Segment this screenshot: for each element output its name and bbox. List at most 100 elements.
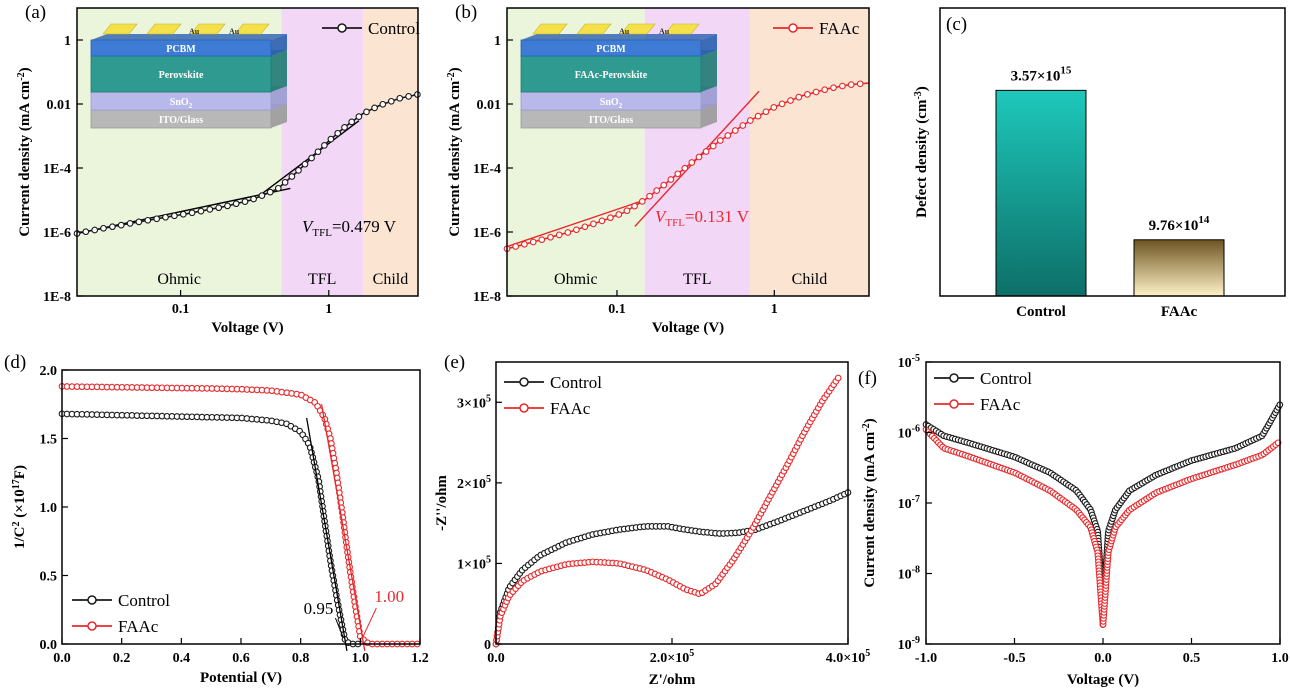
pb-series-point-34 bbox=[770, 104, 778, 111]
pf-xtick-label-3: 0.5 bbox=[1183, 651, 1201, 666]
pb-series-point-10 bbox=[590, 220, 597, 228]
pa-series-point-5 bbox=[117, 221, 125, 229]
pb-inset-electrode-0 bbox=[532, 23, 568, 35]
pc-xtick-label-1: FAAc bbox=[1161, 304, 1198, 320]
pa-series-point-24 bbox=[281, 179, 289, 186]
pc-value-label-1-part-0: 9.76×10 bbox=[1149, 218, 1199, 234]
pb-series-point-21 bbox=[674, 170, 682, 178]
pa-ylabel-part-2: ) bbox=[17, 67, 33, 72]
pa-inset-layer-side-2 bbox=[271, 50, 287, 92]
pf-ytick-label-1: 10-8 bbox=[898, 565, 920, 583]
pc-ylabel: Defect density (cm-3) bbox=[913, 86, 930, 218]
pb-series-point-9 bbox=[581, 223, 589, 231]
pc-frame bbox=[939, 7, 1286, 297]
pb-inset-au-2: Au bbox=[659, 27, 670, 36]
pb-inset-layer-2 bbox=[520, 55, 702, 93]
pd-xtick-label-2: 0.4 bbox=[173, 651, 191, 666]
pf-ylabel-part-2: ) bbox=[862, 418, 878, 423]
pa-xlabel: Voltage (V) bbox=[211, 320, 283, 336]
pb-series-point-33 bbox=[762, 108, 770, 116]
pa-series-point-34 bbox=[348, 118, 356, 126]
pd-ytick-label-1: 0.5 bbox=[40, 570, 58, 585]
pa-series-point-1 bbox=[82, 228, 90, 236]
pa-series-point-27 bbox=[301, 160, 309, 168]
panel-b: Ohmic TFL Child ITO/Glass SnO2 FAAc-Perovskit… bbox=[446, 2, 870, 336]
pb-vtfl-part-2: =0.131 V bbox=[685, 207, 750, 226]
pf-ytick-label-2-part-0: 10 bbox=[898, 497, 912, 512]
pa-ytick-label-0: 1E-8 bbox=[43, 290, 71, 305]
panel-d: 0.0 0.2 0.4 0.6 0.8 1.0 1.2 0.0 0.5 1.0 1.5 2.0 Pote… bbox=[4, 352, 429, 686]
pa-inset-layer-label-2: Perovskite bbox=[159, 70, 204, 81]
pb-vtfl: VTFL=0.131 V bbox=[655, 207, 750, 229]
pa-series-point-2 bbox=[91, 226, 99, 234]
pe-legend-1-marker bbox=[519, 403, 529, 413]
pa-series-point-23 bbox=[274, 184, 282, 192]
pa-vtfl-part-2: =0.479 V bbox=[332, 217, 397, 236]
pe-ytick-label-1-part-1: 5 bbox=[486, 554, 491, 565]
pc-tag: (c) bbox=[946, 14, 967, 35]
pb-ytick-label-2: 1E-4 bbox=[473, 162, 501, 177]
pb-tag: (b) bbox=[455, 2, 477, 23]
pf-xlabel: Voltage (V) bbox=[1067, 672, 1139, 688]
pf-xtick-label-1: -0.5 bbox=[1003, 651, 1025, 666]
pe-legend-0-label: Control bbox=[550, 373, 602, 392]
pe-ytick-label-2: 2×105 bbox=[457, 474, 491, 492]
pa-series-point-30 bbox=[321, 142, 328, 149]
pb-series-point-24 bbox=[695, 153, 703, 161]
pd-xtick-label-0: 0.0 bbox=[53, 651, 71, 666]
pb-series-point-41 bbox=[830, 84, 837, 92]
pb-ylabel: Current density (mA cm-2) bbox=[446, 67, 463, 236]
pb-inset-layer-label-0: ITO/Glass bbox=[589, 115, 633, 126]
pb-inset-layer-label-2: FAAc-Perovskite bbox=[575, 70, 648, 81]
pa-series-point-26 bbox=[295, 167, 302, 174]
pd-series-1-line bbox=[61, 385, 420, 645]
pa-inset-layer-2 bbox=[90, 55, 272, 93]
pe-legend-1-label: FAAc bbox=[550, 399, 591, 418]
pa-region-label-1: TFL bbox=[308, 271, 336, 288]
pa-series-point-20 bbox=[250, 195, 257, 203]
pb-series-point-36 bbox=[787, 97, 794, 104]
pd-legend-1-label: FAAc bbox=[118, 617, 159, 636]
pa-series-point-25 bbox=[288, 173, 296, 180]
pe-tag: (e) bbox=[444, 352, 465, 373]
pa-region-label-0: Ohmic bbox=[157, 271, 201, 288]
pd-legend-0-marker bbox=[87, 595, 97, 605]
pb-inset-electrode-3 bbox=[664, 23, 700, 35]
pb-inset-layer-side-3 bbox=[701, 34, 717, 56]
pc-ylabel-part-1: -3 bbox=[913, 91, 924, 99]
pa-ylabel-part-1: -2 bbox=[16, 72, 27, 80]
pb-frame bbox=[506, 7, 870, 297]
pe-xtick-label-1-part-1: 5 bbox=[689, 648, 694, 659]
pd-xtick-label-5: 1.0 bbox=[352, 651, 370, 666]
pe-series-1-line bbox=[495, 376, 840, 645]
pb-series-point-35 bbox=[778, 100, 786, 108]
pd-ylabel-part-1: 2 bbox=[11, 521, 22, 526]
pf-xtick-label-0: -1.0 bbox=[915, 651, 937, 666]
pb-xtick-label-1: 1 bbox=[771, 302, 778, 317]
pd-annotation-1: 1.00 bbox=[374, 587, 404, 606]
pf-xtick-label-4: 1.0 bbox=[1271, 651, 1289, 666]
pd-frame bbox=[61, 369, 421, 645]
pb-series-point-3 bbox=[529, 238, 537, 246]
pb-series-point-15 bbox=[631, 202, 638, 210]
pb-series-point-12 bbox=[607, 214, 614, 222]
pc-bar-1 bbox=[1133, 239, 1225, 297]
pa-inset-electrode-0 bbox=[102, 23, 138, 35]
pe-xtick-label-0: 0.0 bbox=[487, 651, 505, 666]
pb-inset-layer-label-sub: 2 bbox=[619, 102, 623, 110]
pb-series-point-40 bbox=[821, 86, 829, 94]
pa-series-point-15 bbox=[206, 206, 214, 213]
pa-series-point-10 bbox=[162, 213, 169, 221]
pa-series-point-18 bbox=[232, 200, 240, 208]
pa-series-point-28 bbox=[308, 154, 315, 162]
pf-ylabel: Current density (mA cm-2) bbox=[861, 418, 878, 587]
pb-series-point-11 bbox=[598, 217, 606, 225]
pd-xtick-label-4: 0.8 bbox=[292, 651, 310, 666]
pf-ytick-label-1-part-0: 10 bbox=[898, 568, 912, 583]
pa-region-2 bbox=[362, 8, 418, 296]
pc-bar-0 bbox=[995, 89, 1087, 297]
pb-ytick-label-1: 1E-6 bbox=[473, 226, 501, 241]
pa-series-point-33 bbox=[341, 124, 348, 131]
pf-ytick-label-3-part-0: 10 bbox=[898, 427, 912, 442]
pb-xlabel: Voltage (V) bbox=[652, 320, 724, 336]
